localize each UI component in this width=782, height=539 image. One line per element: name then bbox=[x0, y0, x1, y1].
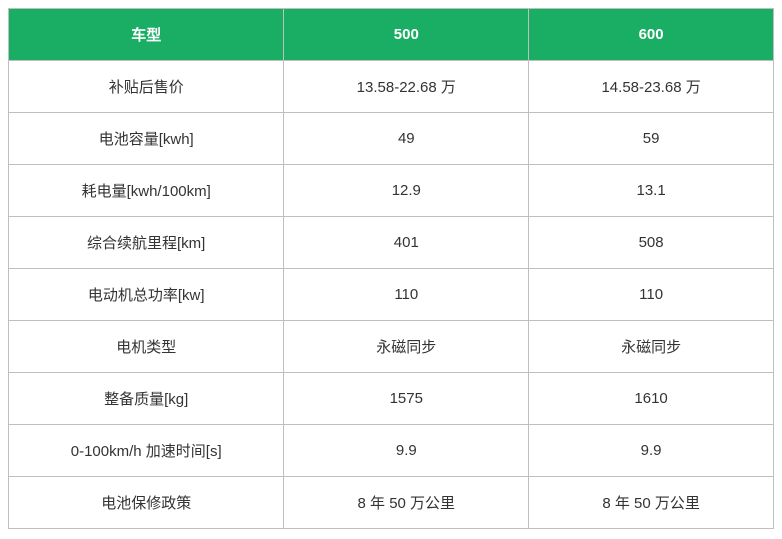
row-label: 补贴后售价 bbox=[9, 61, 284, 113]
table-header-row: 车型 500 600 bbox=[9, 9, 774, 61]
table-row: 电机类型 永磁同步 永磁同步 bbox=[9, 321, 774, 373]
table-row: 耗电量[kwh/100km] 12.9 13.1 bbox=[9, 165, 774, 217]
row-label: 整备质量[kg] bbox=[9, 373, 284, 425]
row-value-600: 8 年 50 万公里 bbox=[529, 477, 774, 529]
row-label: 电池容量[kwh] bbox=[9, 113, 284, 165]
row-value-600: 永磁同步 bbox=[529, 321, 774, 373]
row-value-600: 110 bbox=[529, 269, 774, 321]
table-row: 整备质量[kg] 1575 1610 bbox=[9, 373, 774, 425]
row-value-600: 59 bbox=[529, 113, 774, 165]
table-row: 综合续航里程[km] 401 508 bbox=[9, 217, 774, 269]
table-row: 电池容量[kwh] 49 59 bbox=[9, 113, 774, 165]
row-value-500: 49 bbox=[284, 113, 529, 165]
row-label: 电动机总功率[kw] bbox=[9, 269, 284, 321]
row-value-500: 8 年 50 万公里 bbox=[284, 477, 529, 529]
row-value-600: 13.1 bbox=[529, 165, 774, 217]
header-500: 500 bbox=[284, 9, 529, 61]
row-value-500: 110 bbox=[284, 269, 529, 321]
row-value-500: 401 bbox=[284, 217, 529, 269]
row-value-500: 1575 bbox=[284, 373, 529, 425]
table-row: 电动机总功率[kw] 110 110 bbox=[9, 269, 774, 321]
row-label: 耗电量[kwh/100km] bbox=[9, 165, 284, 217]
row-value-600: 1610 bbox=[529, 373, 774, 425]
row-value-500: 12.9 bbox=[284, 165, 529, 217]
header-600: 600 bbox=[529, 9, 774, 61]
row-label: 0-100km/h 加速时间[s] bbox=[9, 425, 284, 477]
row-value-600: 508 bbox=[529, 217, 774, 269]
table-row: 电池保修政策 8 年 50 万公里 8 年 50 万公里 bbox=[9, 477, 774, 529]
table-row: 补贴后售价 13.58-22.68 万 14.58-23.68 万 bbox=[9, 61, 774, 113]
row-value-500: 9.9 bbox=[284, 425, 529, 477]
table-body: 补贴后售价 13.58-22.68 万 14.58-23.68 万 电池容量[k… bbox=[9, 61, 774, 529]
spec-table: 车型 500 600 补贴后售价 13.58-22.68 万 14.58-23.… bbox=[8, 8, 774, 529]
row-value-600: 9.9 bbox=[529, 425, 774, 477]
table-row: 0-100km/h 加速时间[s] 9.9 9.9 bbox=[9, 425, 774, 477]
row-value-600: 14.58-23.68 万 bbox=[529, 61, 774, 113]
row-label: 电机类型 bbox=[9, 321, 284, 373]
row-value-500: 永磁同步 bbox=[284, 321, 529, 373]
row-value-500: 13.58-22.68 万 bbox=[284, 61, 529, 113]
row-label: 综合续航里程[km] bbox=[9, 217, 284, 269]
header-model: 车型 bbox=[9, 9, 284, 61]
row-label: 电池保修政策 bbox=[9, 477, 284, 529]
